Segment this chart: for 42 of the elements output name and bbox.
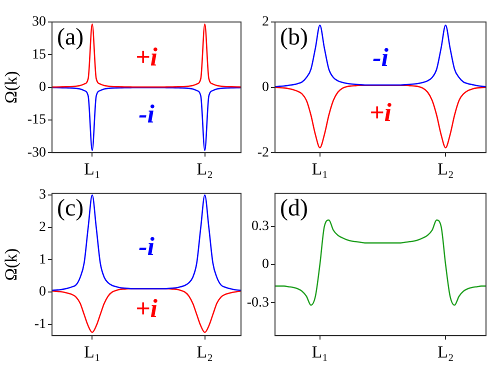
line-series [51, 24, 242, 88]
y-tick-label: 3 [39, 188, 46, 203]
line-series [274, 219, 487, 306]
y-tick-label: 0 [39, 80, 46, 95]
y-axis-title: Ω(k) [2, 248, 21, 281]
line-series [51, 86, 242, 152]
x-tick-label: L₂ [196, 342, 213, 362]
y-tick-label: -30 [27, 145, 46, 160]
y-tick-label: 2 [262, 14, 269, 30]
series-label: +i [135, 42, 158, 72]
y-tick-label: 0.3 [252, 219, 269, 234]
line-series [51, 194, 242, 292]
x-tick-label: L₂ [437, 342, 454, 362]
y-tick-label: 0 [262, 80, 269, 95]
series-label: +i [135, 294, 158, 323]
chart-title: (c) [57, 196, 84, 222]
y-tick-label: 0 [39, 284, 46, 300]
x-tick-label: L₁ [312, 342, 328, 362]
series-label: -i [138, 232, 156, 262]
x-tick-label: L₂ [437, 159, 454, 178]
y-tick-label: 0 [262, 257, 269, 272]
chart-title: (a) [57, 24, 84, 50]
y-tick-label: -0.3 [246, 295, 269, 310]
line-series [274, 84, 487, 148]
line-series [274, 24, 487, 88]
y-axis-title: Ω(k) [2, 71, 21, 104]
chart-title: (d) [280, 196, 308, 222]
series-label: -i [372, 43, 390, 72]
chart-title: (b) [280, 24, 308, 50]
x-tick-label: L₁ [312, 159, 328, 178]
y-tick-label: -15 [27, 112, 46, 128]
y-tick-label: -2 [257, 145, 269, 160]
y-tick-label: -1 [34, 316, 46, 332]
y-tick-label: 2 [39, 220, 46, 236]
series-label: -i [138, 99, 156, 128]
y-tick-label: 30 [32, 14, 46, 30]
x-tick-label: L₁ [84, 342, 100, 362]
x-tick-label: L₁ [84, 159, 100, 178]
series-label: +i [369, 98, 392, 128]
y-tick-label: 15 [32, 47, 46, 62]
x-tick-label: L₂ [196, 159, 213, 178]
y-tick-label: 1 [39, 252, 46, 268]
